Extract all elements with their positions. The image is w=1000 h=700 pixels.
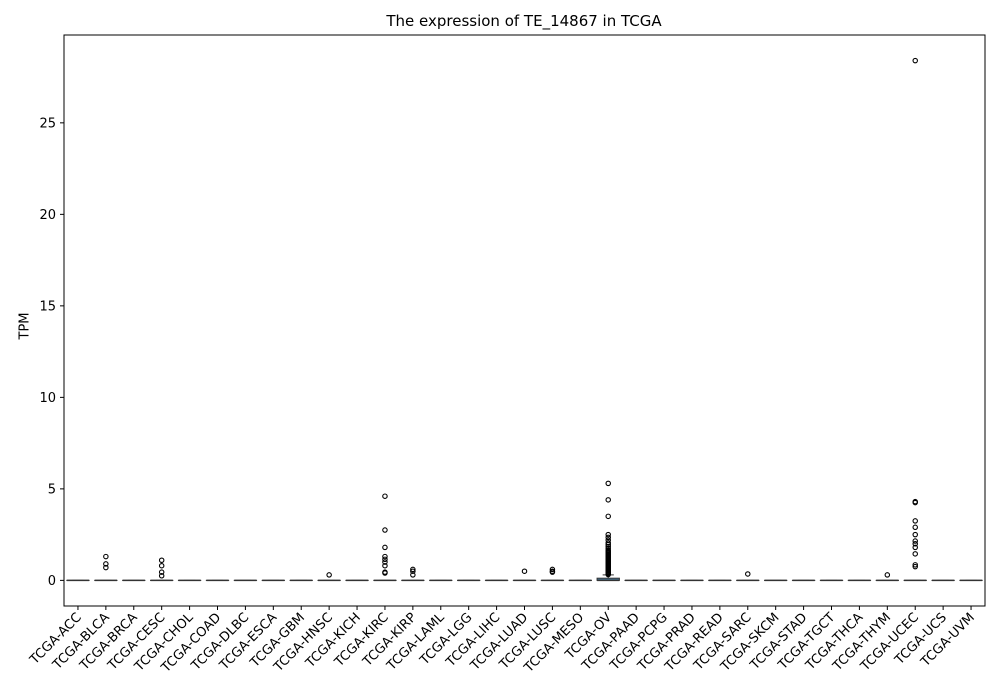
outlier-point bbox=[158, 557, 165, 563]
outlier-point bbox=[382, 553, 388, 560]
outlier-point bbox=[410, 568, 416, 574]
outlier-point bbox=[605, 541, 611, 548]
outlier-point bbox=[912, 518, 918, 524]
outlier-point bbox=[382, 562, 388, 569]
outlier-point bbox=[521, 568, 528, 574]
outlier-point bbox=[912, 562, 918, 568]
outlier-point bbox=[912, 563, 918, 570]
outlier-point bbox=[549, 569, 556, 575]
outlier-point bbox=[158, 573, 165, 579]
outlier-point bbox=[549, 566, 556, 573]
outlier-point bbox=[605, 571, 611, 578]
outlier-point bbox=[382, 544, 388, 551]
outlier-point bbox=[912, 538, 918, 544]
outlier-point bbox=[912, 57, 918, 64]
outlier-point bbox=[410, 566, 416, 573]
outlier-point bbox=[382, 493, 388, 499]
outlier-point bbox=[605, 497, 611, 503]
outlier-point bbox=[884, 572, 891, 578]
outlier-point bbox=[912, 531, 918, 538]
outlier-point bbox=[605, 513, 611, 520]
outlier-point bbox=[605, 480, 611, 487]
outlier-point bbox=[382, 556, 388, 563]
outlier-point bbox=[605, 534, 611, 541]
outlier-point bbox=[912, 551, 918, 557]
y-tick-label: 5 bbox=[48, 482, 56, 497]
outlier-point bbox=[605, 540, 611, 546]
outlier-point bbox=[912, 524, 918, 531]
outlier-point bbox=[382, 570, 388, 576]
outlier-point bbox=[410, 572, 416, 578]
plot-frame bbox=[63, 34, 986, 607]
outlier-point bbox=[103, 561, 109, 567]
plot-layer: 0510152025TCGA-ACCTCGA-BLCATCGA-BRCATCGA… bbox=[27, 57, 983, 676]
y-tick-label: 0 bbox=[48, 574, 56, 589]
outlier-point bbox=[326, 572, 332, 578]
y-tick-label: 15 bbox=[39, 299, 56, 314]
outlier-point bbox=[103, 553, 109, 560]
outlier-point bbox=[912, 499, 918, 506]
y-tick-label: 25 bbox=[39, 116, 56, 131]
chart-title: The expression of TE_14867 in TCGA bbox=[386, 12, 662, 30]
outlier-point bbox=[103, 564, 109, 571]
outlier-point bbox=[912, 544, 918, 551]
outlier-point bbox=[605, 531, 611, 538]
y-tick-label: 20 bbox=[39, 208, 56, 223]
outlier-point bbox=[912, 541, 918, 547]
outlier-point bbox=[745, 571, 751, 577]
outlier-point bbox=[382, 559, 388, 565]
outlier-point bbox=[158, 562, 165, 569]
outlier-point bbox=[382, 527, 388, 533]
y-tick-label: 10 bbox=[39, 391, 56, 406]
outlier-point bbox=[158, 569, 165, 575]
